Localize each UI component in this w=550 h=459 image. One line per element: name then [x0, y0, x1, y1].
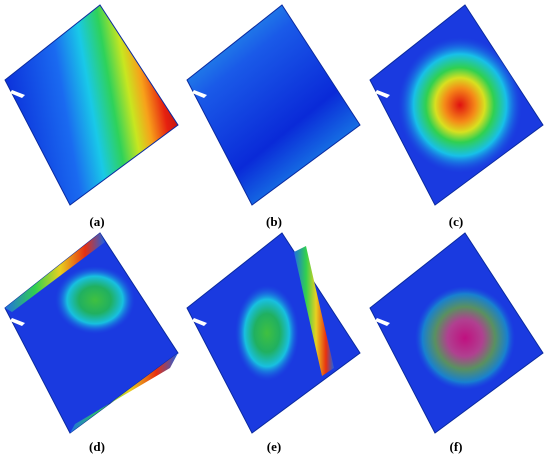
contour: [415, 286, 515, 390]
panel-e: [186, 232, 361, 434]
contour: [55, 266, 135, 334]
edge-band: [5, 233, 105, 312]
panel-label: (e): [267, 439, 281, 454]
panel-b: [186, 4, 361, 206]
panel-label: (d): [89, 439, 105, 454]
plate: [4, 4, 179, 206]
notch: [375, 90, 390, 98]
notch: [192, 90, 207, 98]
notch: [10, 90, 25, 98]
panel-label: (a): [89, 214, 104, 229]
edge-band: [294, 246, 334, 376]
panel-label: (b): [266, 214, 282, 229]
panel-a: [4, 4, 179, 206]
contour: [398, 37, 522, 173]
panel-label: (c): [449, 214, 463, 229]
plate: [186, 4, 361, 206]
panel-d: [4, 232, 179, 434]
notch: [192, 318, 207, 326]
panel-f: [369, 232, 544, 434]
notch: [375, 318, 390, 326]
panel-c: [369, 4, 544, 206]
contour: [235, 285, 299, 381]
panel-label: (f): [450, 439, 463, 454]
notch: [10, 318, 25, 326]
edge-band: [70, 353, 178, 433]
